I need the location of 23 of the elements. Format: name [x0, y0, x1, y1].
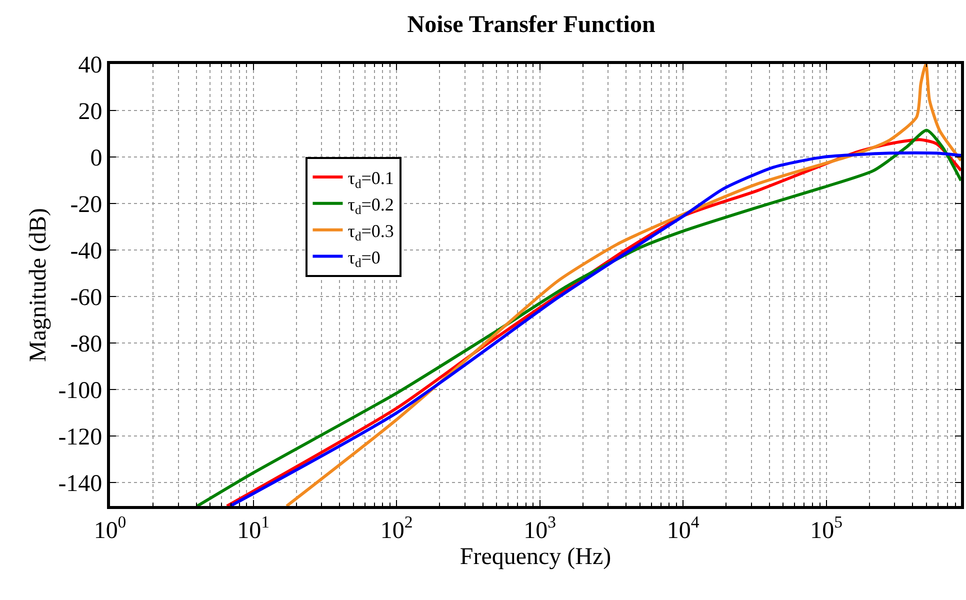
y-tick-label: -100	[58, 378, 102, 404]
y-tick-label: -40	[70, 238, 102, 265]
y-tick-label: -20	[70, 192, 102, 218]
x-tick-label: 10$^{0}$	[94, 512, 126, 544]
legend-label: τ$_{d}$=0.2	[348, 194, 394, 218]
y-tick-label: 40	[78, 52, 102, 78]
y-tick-label: -80	[70, 332, 102, 358]
x-tick-label: 10$^{4}$	[666, 512, 700, 544]
y-tick-label: 20	[78, 98, 102, 125]
legend-label: τ$_{d}$=0	[348, 247, 380, 270]
y-tick-label: 0	[90, 145, 102, 172]
y-tick-label: -120	[58, 424, 102, 451]
x-tick-label: 10$^{3}$	[524, 512, 556, 544]
y-tick-label: -60	[70, 285, 102, 312]
x-tick-label: 10$^{2}$	[380, 512, 413, 544]
legend-label: τ$_{d}$=0.3	[348, 220, 394, 244]
legend-label: τ$_{d}$=0.1	[348, 168, 394, 191]
y-tick-label: -140	[58, 471, 102, 498]
chart-title: Noise Transfer Function	[407, 12, 656, 38]
y-axis-title: Magnitude (dB)	[25, 208, 52, 362]
x-tick-label: 10$^{5}$	[810, 512, 843, 544]
x-axis-title: Frequency (Hz)	[460, 544, 612, 570]
x-tick-label: 10$^{1}$	[237, 512, 270, 544]
